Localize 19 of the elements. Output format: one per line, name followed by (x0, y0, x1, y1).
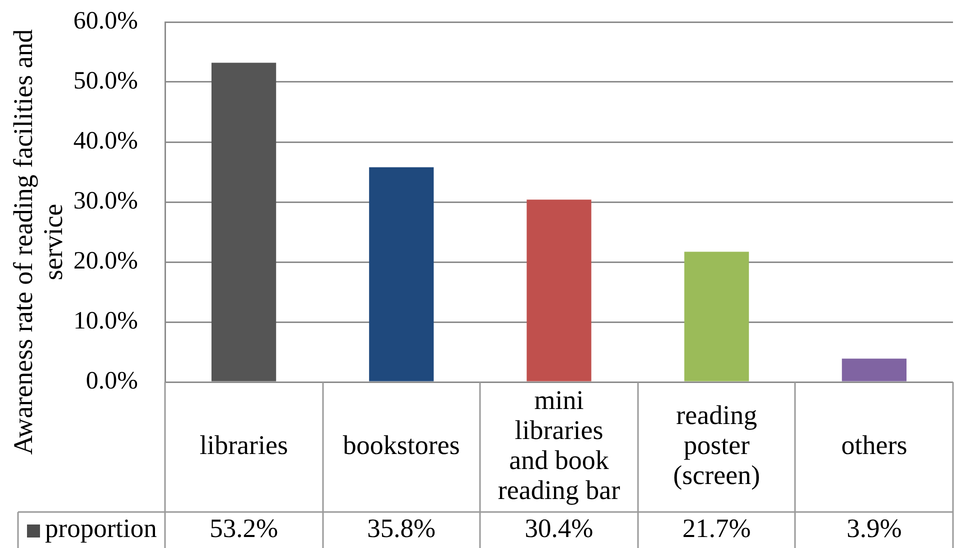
y-tick-label: 50.0% (73, 68, 138, 95)
x-tick-label: mini libraries and book reading bar (498, 385, 620, 506)
y-tick-label: 30.0% (73, 188, 138, 215)
data-label: 35.8% (367, 512, 436, 543)
y-axis-title: Awareness rate of reading facilities and service (8, 28, 68, 455)
y-tick-label: 40.0% (73, 128, 138, 155)
y-tick-label: 0.0% (86, 368, 138, 395)
legend-label: proportion (45, 512, 157, 543)
data-label: 21.7% (682, 512, 751, 543)
x-tick-label: bookstores (342, 430, 460, 460)
y-tick-label: 20.0% (73, 248, 138, 275)
x-tick-label: reading poster (screen) (673, 400, 760, 490)
x-tick-label: others (841, 430, 908, 460)
y-tick-label: 60.0% (73, 8, 138, 35)
y-tick-label: 10.0% (73, 308, 138, 335)
x-tick-label: libraries (200, 430, 288, 460)
data-label: 53.2% (210, 512, 278, 543)
data-label: 30.4% (524, 512, 594, 543)
data-label: 3.9% (846, 512, 902, 543)
